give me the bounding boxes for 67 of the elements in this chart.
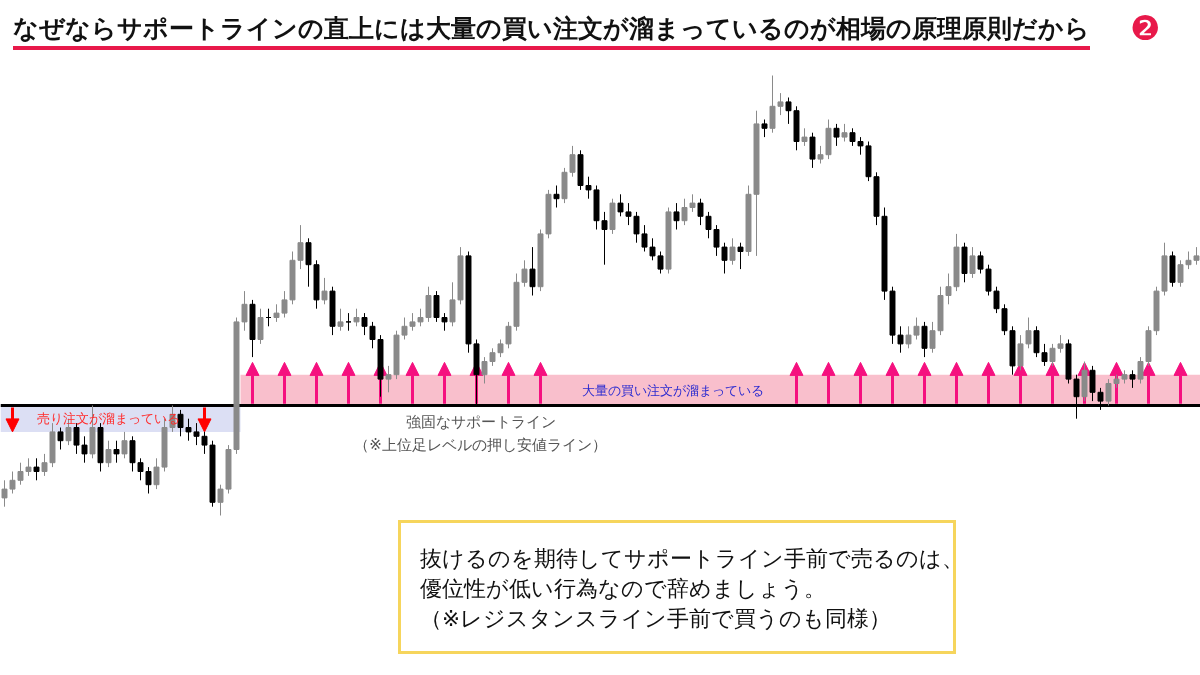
candlestick <box>1041 343 1048 367</box>
candlestick <box>361 312 368 336</box>
candlestick <box>337 308 344 332</box>
candlestick <box>897 325 904 354</box>
candlestick <box>625 202 632 226</box>
candlestick <box>673 202 680 230</box>
candlestick <box>969 246 976 279</box>
candlestick <box>729 237 736 266</box>
candlestick <box>217 484 224 516</box>
candlestick <box>241 290 248 332</box>
candlestick <box>809 132 816 169</box>
candlestick <box>921 321 928 358</box>
candlestick <box>1177 259 1184 288</box>
candlestick <box>649 237 656 261</box>
candlestick <box>617 193 624 217</box>
candlestick <box>1033 325 1040 358</box>
candlestick <box>297 224 304 270</box>
candlestick <box>1025 317 1032 349</box>
candlestick <box>633 211 640 244</box>
candlestick <box>105 440 112 468</box>
candlestick <box>721 242 728 274</box>
candlestick <box>121 431 128 459</box>
candlestick <box>401 317 408 340</box>
candlestick <box>449 281 456 327</box>
candlestick <box>905 325 912 349</box>
candlestick <box>993 286 1000 314</box>
candlestick <box>281 290 288 318</box>
text: ❷ <box>1130 8 1161 48</box>
candlestick <box>321 277 328 305</box>
candlestick <box>193 422 200 446</box>
candlestick <box>113 440 120 464</box>
ref-line-label: 強固なサポートライン（※上位足レベルの押し安値ライン） <box>354 412 607 454</box>
candlestick <box>601 211 608 266</box>
candlestick <box>129 435 136 472</box>
candlestick <box>1 479 8 508</box>
candlestick <box>657 251 664 274</box>
candlestick <box>33 457 40 481</box>
band-label: 大量の買い注文が溜まっている <box>581 382 764 398</box>
candlestick <box>41 453 48 477</box>
candlestick <box>985 264 992 296</box>
candlestick <box>385 365 392 393</box>
candlestick <box>305 237 312 288</box>
candlestick <box>913 317 920 340</box>
candlestick <box>697 198 704 226</box>
candlestick <box>553 185 560 208</box>
candlestick <box>201 431 208 455</box>
candlestick <box>569 145 576 178</box>
candlestick <box>153 457 160 490</box>
chart-title: なぜならサポートラインの直上には大量の買い注文が溜まっているのが相場の原理原則だから <box>13 13 1090 45</box>
candlestick <box>529 246 536 296</box>
candlestick <box>521 259 528 288</box>
candlestick <box>9 471 16 494</box>
candlestick <box>641 224 648 252</box>
candlestick <box>1089 365 1096 402</box>
candlestick <box>977 251 984 274</box>
candlestick <box>929 321 936 354</box>
candlestick <box>777 92 784 116</box>
candlestick <box>737 242 744 270</box>
text: 抜けるのを期待してサポートライン手前で売るのは、優位性が低い行為なので辞めましょう。（※レジスタンスライン手前で買うのも同様） <box>420 545 964 633</box>
candlestick <box>257 308 264 345</box>
candlestick <box>833 123 840 147</box>
candlestick <box>57 427 64 450</box>
candlestick <box>1001 303 1008 336</box>
candlestick <box>769 75 776 134</box>
candlestick <box>505 321 512 349</box>
candlestick <box>81 435 88 464</box>
candlestick <box>785 97 792 125</box>
